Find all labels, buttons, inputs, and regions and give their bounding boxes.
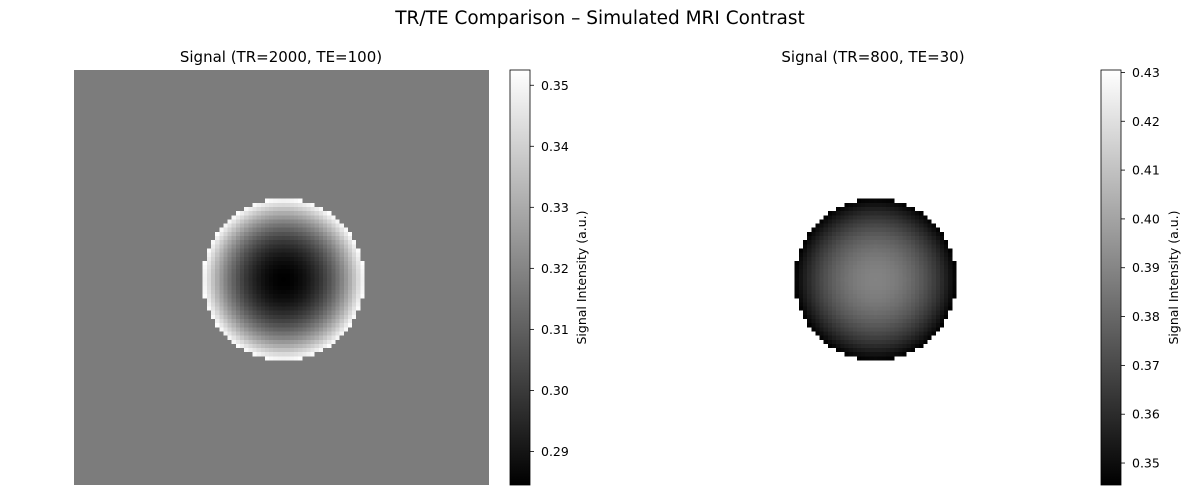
panel-1-colorbar: 0.29 0.30 0.31 0.32 0.33 0.34 0.35 Signal Inte… <box>509 69 589 486</box>
panel-1-colorbar-tick-label: 0.33 <box>541 200 569 215</box>
panel-2-colorbar-tick-label: 0.41 <box>1132 163 1160 178</box>
panel-1-colorbar-label: Signal Intensity (a.u.) <box>574 210 589 344</box>
panel-2-colorbar: 0.35 0.36 0.37 0.38 0.39 0.40 0.41 0.42 0.43 Sig… <box>1100 65 1181 486</box>
panel-2-colorbar-tick-label: 0.39 <box>1132 260 1160 275</box>
panel-2-colorbar-frame <box>1100 69 1122 486</box>
panel-2-colorbar-tick-label: 0.37 <box>1132 358 1160 373</box>
panel-1-colorbar-tick-label: 0.31 <box>541 322 569 337</box>
panel-1-heatmap-frame <box>74 70 489 485</box>
panel-1-colorbar-tick-label: 0.30 <box>541 383 569 398</box>
panel-2-colorbar-tick-label: 0.36 <box>1132 407 1160 422</box>
panel-2-colorbar-label: Signal Intensity (a.u.) <box>1166 210 1181 344</box>
panel-2-heatmap-frame <box>666 70 1081 485</box>
panel-2-colorbar-tick-label: 0.42 <box>1132 114 1160 129</box>
panel-1: Signal (TR=2000, TE=100) 0.29 0.30 0.31 0.3… <box>74 48 589 486</box>
panel-1-colorbar-tick-label: 0.29 <box>541 444 569 459</box>
panel-2-colorbar-ticks: 0.35 0.36 0.37 0.38 0.39 0.40 0.41 0.42 0.43 <box>1121 65 1160 471</box>
panel-1-colorbar-gradient <box>510 70 530 485</box>
panel-1-colorbar-tick-label: 0.32 <box>541 261 569 276</box>
panel-2-heatmap <box>666 70 1081 485</box>
panel-2-colorbar-tick-label: 0.43 <box>1132 65 1160 80</box>
panel-2-colorbar-tick-label: 0.40 <box>1132 211 1160 226</box>
panel-1-title: Signal (TR=2000, TE=100) <box>180 48 382 66</box>
panel-2-colorbar-tick-label: 0.35 <box>1132 456 1160 471</box>
figure-suptitle: TR/TE Comparison – Simulated MRI Contras… <box>394 8 805 29</box>
panel-2-title: Signal (TR=800, TE=30) <box>781 48 964 66</box>
panel-2-colorbar-gradient <box>1101 70 1121 485</box>
panel-1-colorbar-frame <box>509 69 531 486</box>
panel-2: Signal (TR=800, TE=30) 0.350.360.370.380… <box>666 48 1181 486</box>
panel-1-heatmap <box>74 70 489 485</box>
panel-1-colorbar-tick-label: 0.35 <box>541 78 569 93</box>
panel-1-colorbar-ticks: 0.29 0.30 0.31 0.32 0.33 0.34 0.35 <box>530 78 569 459</box>
panel-1-colorbar-tick-label: 0.34 <box>541 139 569 154</box>
panel-2-colorbar-tick-label: 0.38 <box>1132 309 1160 324</box>
